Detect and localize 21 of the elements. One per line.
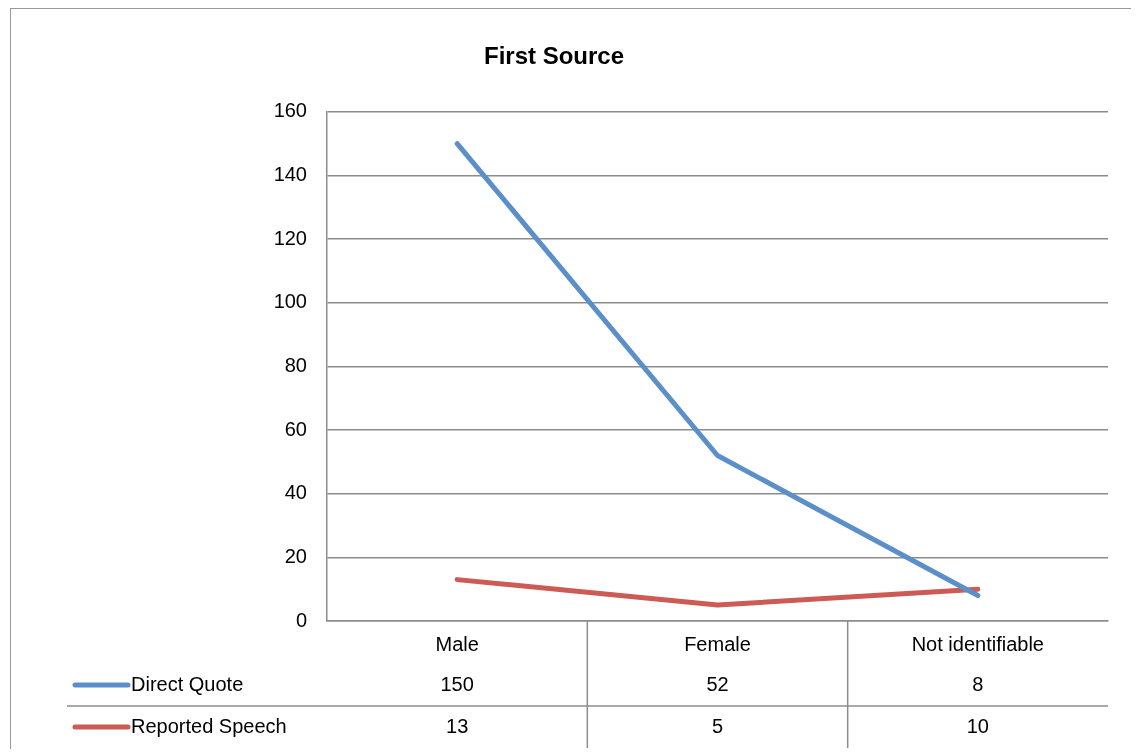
- data-label: 8: [972, 672, 984, 695]
- legend-label: Direct Quote: [131, 672, 244, 695]
- data-label: 52: [706, 672, 729, 695]
- data-label: 5: [711, 714, 724, 737]
- y-tick-label: 160: [273, 99, 307, 122]
- data-label: 13: [446, 714, 469, 737]
- legend-label: Reported Speech: [131, 714, 287, 737]
- data-label: 10: [966, 714, 989, 737]
- y-tick-label: 40: [284, 481, 307, 504]
- y-tick-label: 100: [273, 290, 307, 313]
- y-tick-label: 20: [284, 544, 307, 567]
- x-tick-label: Female: [684, 632, 751, 655]
- x-tick-label: Male: [435, 632, 479, 655]
- chart-title: First Source: [483, 42, 625, 70]
- y-tick-label: 120: [273, 226, 307, 249]
- y-tick-label: 80: [284, 353, 307, 376]
- x-tick-label: Not identifiable: [911, 632, 1044, 655]
- data-label: 150: [440, 672, 474, 695]
- y-tick-label: 60: [284, 417, 307, 440]
- y-tick-label: 140: [273, 162, 307, 185]
- y-tick-label: 0: [295, 608, 307, 631]
